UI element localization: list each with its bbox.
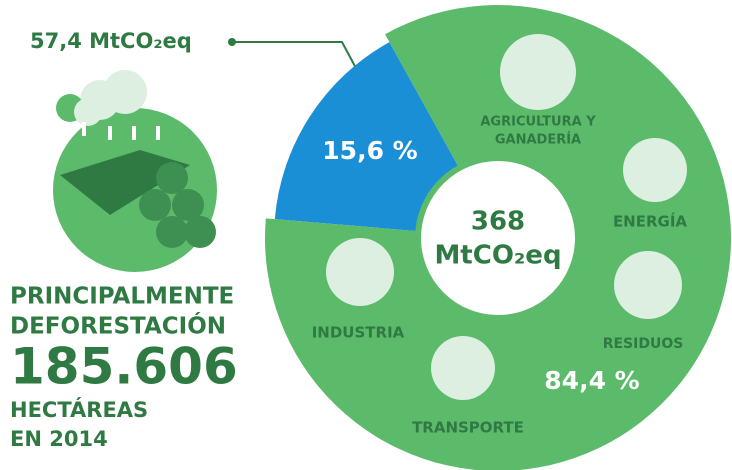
- side-text: HECTÁREAS: [10, 397, 148, 422]
- side-text: DEFORESTACIÓN: [10, 312, 226, 340]
- sector-label: ENERGÍA: [613, 212, 687, 231]
- sector-label: RESIDUOS: [603, 336, 684, 352]
- side-text: EN 2014: [10, 427, 108, 451]
- center-label: 368: [471, 207, 525, 237]
- side-text: PRINCIPALMENTE: [10, 284, 234, 310]
- sector-label: AGRICULTURA Y: [480, 115, 596, 130]
- center-hole: [415, 155, 581, 321]
- sector-label: INDUSTRIA: [312, 324, 405, 342]
- deforestation-icon: [53, 70, 217, 272]
- leader-dot: [228, 38, 236, 46]
- sector-label: TRANSPORTE: [412, 419, 524, 437]
- annotation: 57,4 MtCO₂eq: [30, 29, 192, 53]
- sector-icons: [326, 34, 687, 400]
- value-label: 84,4 %: [544, 366, 639, 395]
- value-label: 15,6 %: [322, 136, 417, 165]
- side-text: 185.606: [10, 338, 238, 396]
- sector-label: GANADERÍA: [495, 132, 581, 148]
- center-label: MtCO₂eq: [434, 241, 561, 271]
